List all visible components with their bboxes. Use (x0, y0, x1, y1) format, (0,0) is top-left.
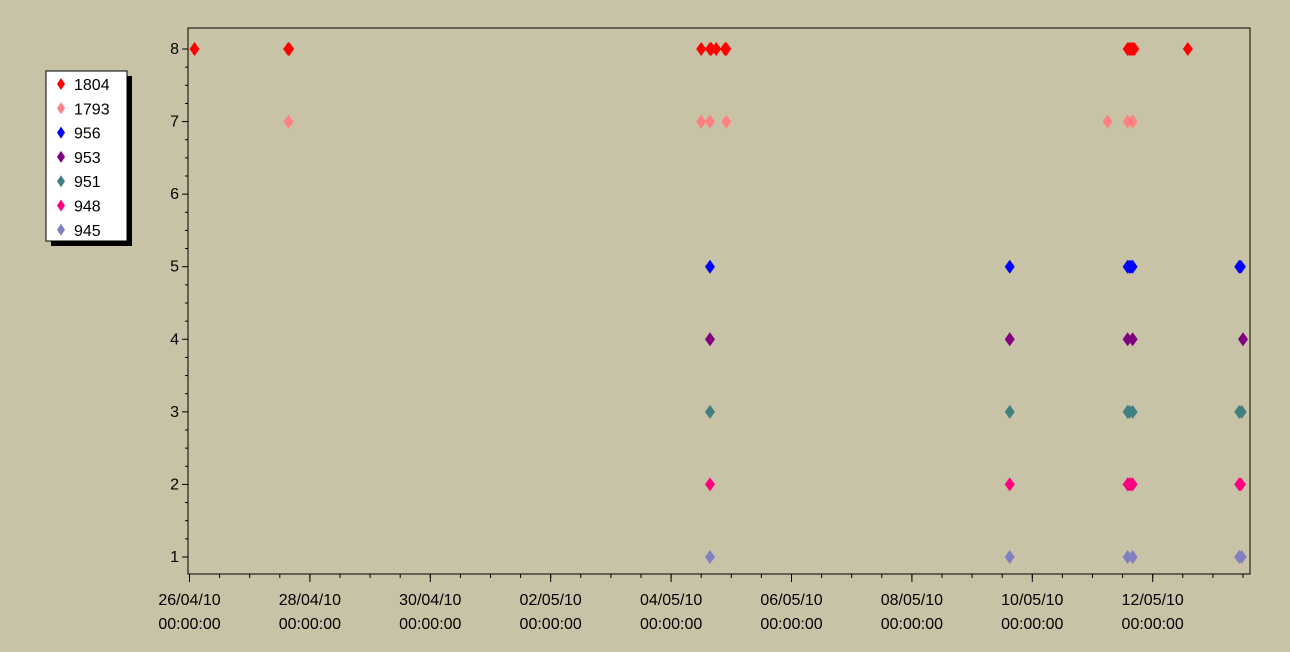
legend-label: 1793 (74, 101, 110, 118)
legend-label: 945 (74, 223, 101, 240)
y-tick-label: 2 (170, 476, 179, 493)
legend: 1804 1793 956 953 951 948 945 (45, 70, 132, 246)
x-tick-label-time: 00:00:00 (881, 616, 943, 633)
legend-label: 951 (74, 174, 101, 191)
data-point (1004, 477, 1015, 492)
legend-marker (57, 126, 65, 139)
data-point (1127, 550, 1138, 564)
x-tick-label-time: 00:00:00 (760, 616, 822, 633)
y-tick-label: 3 (170, 404, 179, 421)
x-tick-label-time: 00:00:00 (158, 616, 220, 633)
data-point (1122, 114, 1133, 129)
x-tick-label-date: 10/05/10 (1001, 592, 1063, 609)
data-point (284, 42, 295, 56)
y-tick-label: 1 (170, 549, 179, 566)
data-point (1122, 332, 1133, 347)
y-axis: 1 2 3 4 5 6 7 8 (170, 41, 188, 566)
x-tick-label-time: 00:00:00 (1001, 616, 1063, 633)
data-point (704, 550, 715, 564)
x-tick-label-date: 28/04/10 (279, 592, 341, 609)
x-tick-label-time: 00:00:00 (279, 616, 341, 633)
data-point (1238, 332, 1248, 347)
legend-label: 1804 (74, 77, 110, 94)
legend-label: 956 (74, 126, 101, 143)
data-point (1129, 42, 1140, 56)
data-point (696, 42, 707, 56)
data-point (721, 42, 732, 56)
data-point (704, 404, 715, 419)
y-tick-label: 6 (170, 186, 179, 203)
x-tick-label-date: 12/05/10 (1122, 592, 1184, 609)
data-points (189, 42, 1248, 564)
data-point (706, 42, 717, 56)
x-tick-label-time: 00:00:00 (399, 616, 461, 633)
data-point (1127, 332, 1138, 347)
data-point (1004, 332, 1015, 347)
data-point (1127, 259, 1138, 274)
data-point (704, 259, 715, 274)
legend-marker (57, 199, 65, 212)
data-point (1127, 114, 1138, 129)
y-tick-label: 7 (170, 114, 179, 131)
legend-marker (57, 78, 65, 90)
x-tick-label-time: 00:00:00 (640, 616, 702, 633)
x-tick-label-time: 00:00:00 (1122, 616, 1184, 633)
data-point (1127, 477, 1138, 492)
legend-marker (57, 223, 65, 236)
data-point (1122, 550, 1133, 564)
x-tick-label-date: 30/04/10 (399, 592, 461, 609)
y-tick-label: 8 (170, 41, 179, 58)
legend-label: 948 (74, 199, 101, 216)
plot-area (187, 27, 1251, 575)
data-point (1102, 114, 1113, 129)
data-point (1235, 259, 1246, 274)
data-point (1236, 404, 1247, 419)
data-point (189, 42, 200, 56)
data-point (1004, 550, 1015, 564)
data-point (721, 114, 732, 129)
y-tick-label: 4 (170, 331, 179, 348)
x-tick-label-date: 04/05/10 (640, 592, 702, 609)
legend-marker (57, 150, 65, 163)
x-tick-label-date: 02/05/10 (520, 592, 582, 609)
data-point (1236, 550, 1247, 564)
data-point (1004, 259, 1015, 274)
legend-marker (57, 102, 65, 115)
data-point (1127, 404, 1138, 419)
legend-marker (57, 175, 65, 188)
y-tick-label: 5 (170, 259, 179, 276)
x-axis: 26/04/10 00:00:00 28/04/10 00:00:00 30/04/10… (158, 574, 1244, 633)
data-point (704, 477, 715, 492)
data-point (1182, 42, 1193, 56)
x-tick-label-date: 06/05/10 (760, 592, 822, 609)
data-point (1004, 404, 1015, 419)
data-point (704, 114, 715, 129)
x-tick-label-date: 08/05/10 (881, 592, 943, 609)
x-tick-label-date: 26/04/10 (158, 592, 220, 609)
data-point (711, 42, 722, 56)
x-tick-label-time: 00:00:00 (520, 616, 582, 633)
data-point (1235, 477, 1246, 492)
data-point (283, 114, 294, 129)
legend-label: 953 (74, 150, 101, 167)
data-point (696, 114, 707, 129)
data-point (704, 332, 715, 347)
